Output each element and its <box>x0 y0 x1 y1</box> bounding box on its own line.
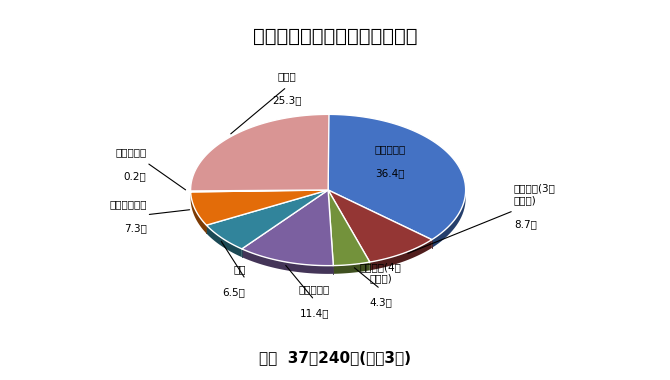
Text: 金融機関等: 金融機関等 <box>115 147 147 157</box>
Text: 4.3％: 4.3％ <box>369 297 392 307</box>
Text: 生活環境営業: 生活環境営業 <box>109 199 147 209</box>
Text: 0.2％: 0.2％ <box>124 171 147 181</box>
Polygon shape <box>206 190 328 249</box>
Text: 11.4％: 11.4％ <box>299 308 329 318</box>
Text: 6.5％: 6.5％ <box>222 288 246 298</box>
Polygon shape <box>190 114 329 191</box>
Polygon shape <box>328 190 432 262</box>
Polygon shape <box>190 190 328 192</box>
Polygon shape <box>328 190 370 266</box>
Polygon shape <box>432 192 466 248</box>
Polygon shape <box>328 114 466 240</box>
Text: 一戸建住宅: 一戸建住宅 <box>375 144 405 154</box>
Text: 総数  37，240件(令和3年): 総数 37，240件(令和3年) <box>259 350 411 365</box>
Text: 8.7％: 8.7％ <box>514 219 537 229</box>
Text: 25.3％: 25.3％ <box>272 95 302 105</box>
Text: 一般事務所: 一般事務所 <box>299 285 330 294</box>
Text: 侵入窃盗の発生場所別認知件数: 侵入窃盗の発生場所別認知件数 <box>253 27 417 46</box>
Polygon shape <box>242 190 333 266</box>
Polygon shape <box>370 240 432 270</box>
Text: 36.4％: 36.4％ <box>375 168 405 178</box>
Text: その他: その他 <box>277 71 296 81</box>
Polygon shape <box>242 249 333 274</box>
Polygon shape <box>191 190 328 225</box>
Polygon shape <box>206 225 242 257</box>
Text: 共同住宅(4階
建以上): 共同住宅(4階 建以上) <box>359 262 401 283</box>
Text: 7.3％: 7.3％ <box>124 223 147 233</box>
Text: 商店: 商店 <box>233 264 246 274</box>
Polygon shape <box>333 262 370 274</box>
Polygon shape <box>191 192 206 233</box>
Text: 共同住宅(3階
建以下): 共同住宅(3階 建以下) <box>514 184 555 205</box>
